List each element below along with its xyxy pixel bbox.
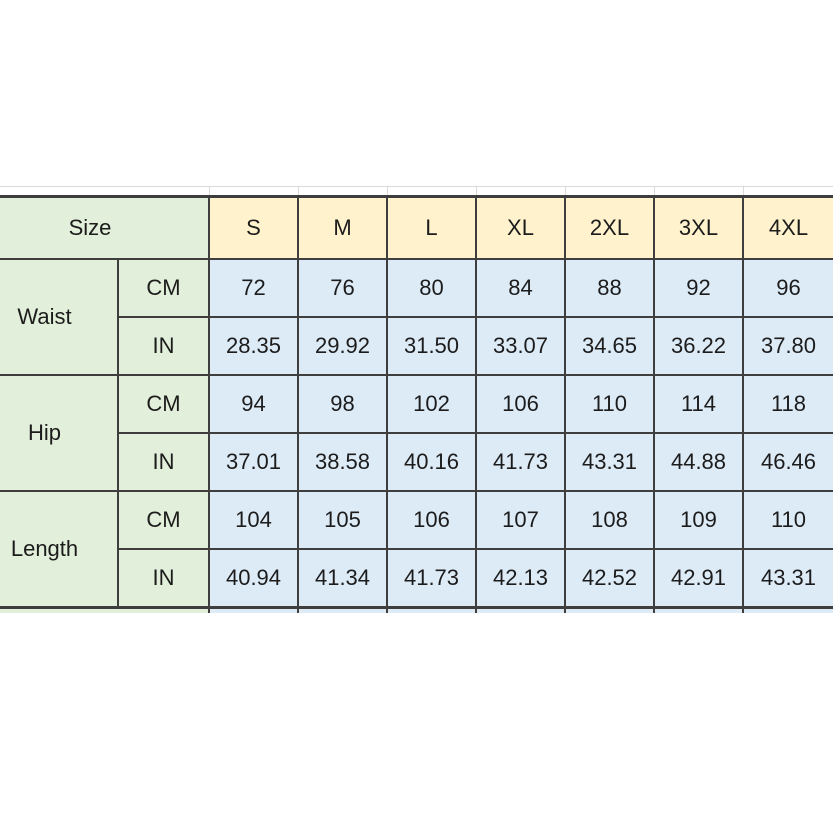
cropped-cell (208, 186, 299, 198)
size-corner-cell: Size (0, 195, 210, 260)
cropped-cell (742, 186, 833, 198)
table-header-row: Size S M L XL 2XL 3XL 4XL (0, 195, 833, 260)
cropped-cell (297, 186, 388, 198)
cropped-cell (653, 186, 744, 198)
value-cell: 98 (297, 374, 388, 434)
value-cell: 106 (386, 490, 477, 550)
cropped-row-top (0, 186, 833, 198)
value-cell: 43.31 (742, 548, 833, 609)
unit-cell-cm: CM (117, 490, 210, 550)
measurement-label-length: Length (0, 490, 119, 609)
cropped-cell (475, 186, 566, 198)
value-cell: 40.16 (386, 432, 477, 492)
measurement-label-hip: Hip (0, 374, 119, 492)
size-header-2xl: 2XL (564, 195, 655, 260)
cropped-cell (0, 606, 210, 613)
value-cell: 43.31 (564, 432, 655, 492)
value-cell: 88 (564, 258, 655, 318)
cropped-cell (564, 606, 655, 613)
hip-in-row: IN 37.01 38.58 40.16 41.73 43.31 44.88 4… (0, 432, 833, 492)
value-cell: 31.50 (386, 316, 477, 376)
cropped-cell (386, 186, 477, 198)
value-cell: 80 (386, 258, 477, 318)
cropped-row-bottom (0, 606, 833, 613)
unit-cell-in: IN (117, 432, 210, 492)
value-cell: 94 (208, 374, 299, 434)
value-cell: 37.80 (742, 316, 833, 376)
cropped-cell (386, 606, 477, 613)
size-chart-table: Size S M L XL 2XL 3XL 4XL Waist CM 72 76… (0, 186, 833, 613)
value-cell: 29.92 (297, 316, 388, 376)
value-cell: 36.22 (653, 316, 744, 376)
value-cell: 109 (653, 490, 744, 550)
cropped-cell (564, 186, 655, 198)
cropped-cell (208, 606, 299, 613)
value-cell: 92 (653, 258, 744, 318)
size-header-m: M (297, 195, 388, 260)
cropped-cell (653, 606, 744, 613)
value-cell: 118 (742, 374, 833, 434)
cropped-cell (297, 606, 388, 613)
size-header-l: L (386, 195, 477, 260)
hip-cm-row: Hip CM 94 98 102 106 110 114 118 (0, 374, 833, 492)
value-cell: 46.46 (742, 432, 833, 492)
cropped-cell (742, 606, 833, 613)
size-header-xl: XL (475, 195, 566, 260)
value-cell: 84 (475, 258, 566, 318)
length-in-row: IN 40.94 41.34 41.73 42.13 42.52 42.91 4… (0, 548, 833, 609)
size-header-s: S (208, 195, 299, 260)
unit-cell-cm: CM (117, 258, 210, 318)
size-header-4xl: 4XL (742, 195, 833, 260)
value-cell: 107 (475, 490, 566, 550)
value-cell: 42.91 (653, 548, 744, 609)
value-cell: 44.88 (653, 432, 744, 492)
value-cell: 41.73 (475, 432, 566, 492)
value-cell: 104 (208, 490, 299, 550)
value-cell: 40.94 (208, 548, 299, 609)
value-cell: 106 (475, 374, 566, 434)
waist-cm-row: Waist CM 72 76 80 84 88 92 96 (0, 258, 833, 376)
cropped-cell (0, 186, 210, 198)
unit-cell-in: IN (117, 316, 210, 376)
waist-in-row: IN 28.35 29.92 31.50 33.07 34.65 36.22 3… (0, 316, 833, 376)
size-chart: Size S M L XL 2XL 3XL 4XL Waist CM 72 76… (0, 186, 833, 613)
size-header-3xl: 3XL (653, 195, 744, 260)
value-cell: 76 (297, 258, 388, 318)
value-cell: 41.34 (297, 548, 388, 609)
measurement-label-waist: Waist (0, 258, 119, 376)
value-cell: 34.65 (564, 316, 655, 376)
value-cell: 110 (742, 490, 833, 550)
value-cell: 72 (208, 258, 299, 318)
value-cell: 102 (386, 374, 477, 434)
unit-cell-in: IN (117, 548, 210, 609)
value-cell: 42.13 (475, 548, 566, 609)
cropped-cell (475, 606, 566, 613)
unit-cell-cm: CM (117, 374, 210, 434)
value-cell: 33.07 (475, 316, 566, 376)
value-cell: 96 (742, 258, 833, 318)
value-cell: 37.01 (208, 432, 299, 492)
value-cell: 41.73 (386, 548, 477, 609)
value-cell: 105 (297, 490, 388, 550)
value-cell: 114 (653, 374, 744, 434)
value-cell: 110 (564, 374, 655, 434)
value-cell: 108 (564, 490, 655, 550)
length-cm-row: Length CM 104 105 106 107 108 109 110 (0, 490, 833, 609)
value-cell: 42.52 (564, 548, 655, 609)
value-cell: 28.35 (208, 316, 299, 376)
value-cell: 38.58 (297, 432, 388, 492)
